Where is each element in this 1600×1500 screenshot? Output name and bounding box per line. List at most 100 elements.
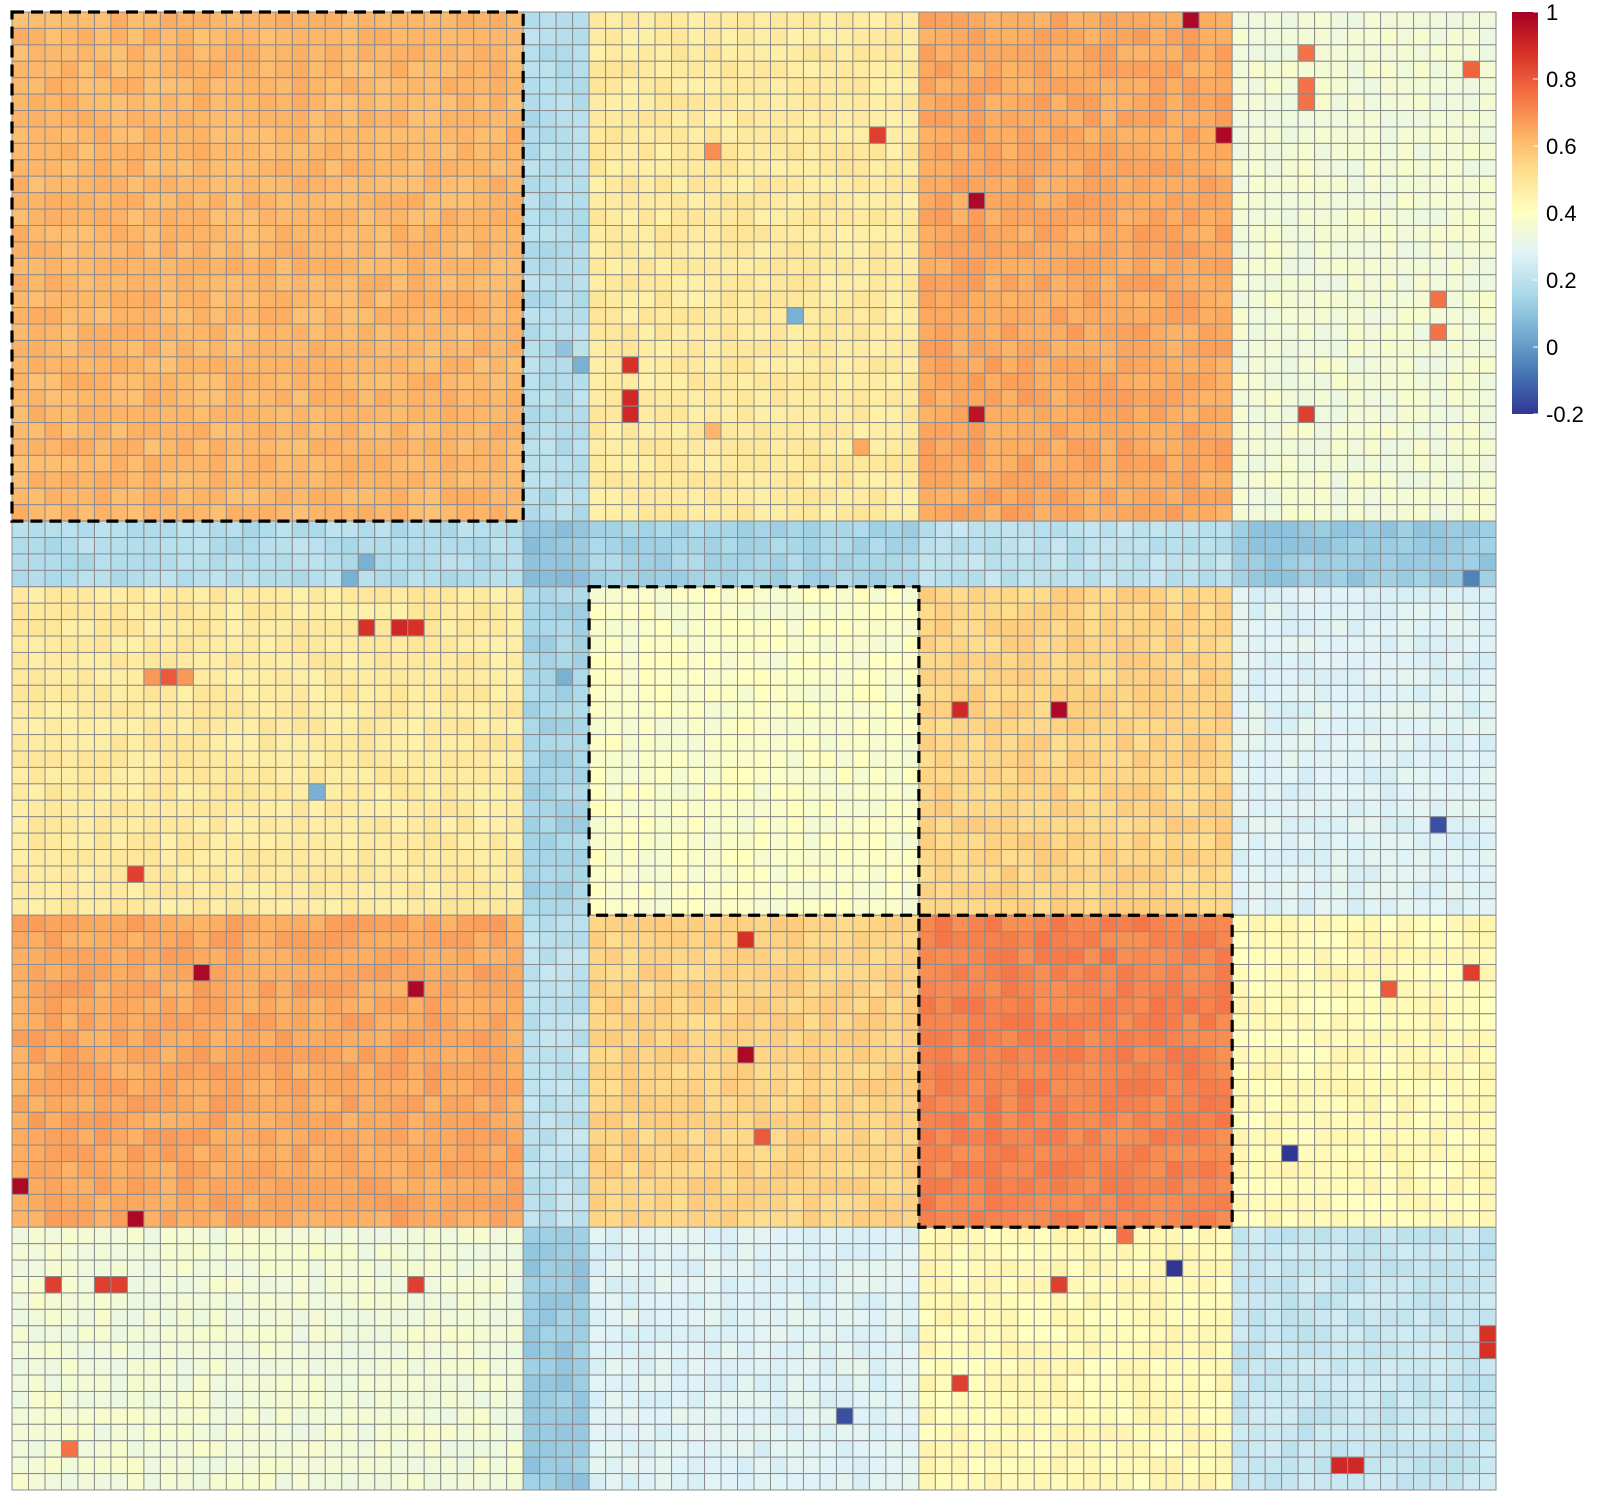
heatmap-cell [819, 389, 837, 407]
heatmap-cell [1198, 635, 1217, 653]
heatmap-cell [308, 651, 326, 670]
heatmap-cell [901, 898, 920, 916]
heatmap-cell [1165, 717, 1184, 736]
heatmap-cell [1396, 865, 1415, 883]
heatmap-cell [324, 635, 343, 653]
heatmap-cell [769, 93, 788, 112]
heatmap-cell [374, 323, 392, 341]
heatmap-cell [176, 734, 194, 752]
heatmap-cell [423, 766, 442, 785]
heatmap-cell [60, 799, 79, 818]
heatmap-cell [324, 865, 343, 883]
heatmap-cell [489, 323, 508, 341]
heatmap-cell [572, 93, 590, 112]
heatmap-cell [1330, 372, 1349, 391]
heatmap-cell [1066, 717, 1085, 736]
heatmap-cell [77, 865, 95, 883]
heatmap-cell [1363, 110, 1382, 128]
heatmap-cell [275, 454, 293, 473]
heatmap-cell [951, 142, 969, 161]
heatmap-cell [1314, 389, 1332, 407]
heatmap-cell [143, 159, 161, 177]
heatmap-cell [308, 668, 326, 686]
heatmap-cell [1050, 372, 1068, 391]
heatmap-cell [1050, 175, 1068, 194]
heatmap-cell [1330, 126, 1349, 144]
heatmap-cell [802, 783, 821, 801]
heatmap-cell [176, 569, 194, 588]
heatmap-cell [918, 241, 936, 259]
heatmap-cell [737, 389, 755, 407]
heatmap-cell [473, 356, 491, 374]
heatmap-cell [951, 553, 969, 571]
heatmap-cell [687, 110, 706, 128]
heatmap-cell [258, 717, 277, 736]
heatmap-cell [456, 389, 475, 407]
heatmap-cell [159, 832, 178, 851]
heatmap-cell [934, 734, 953, 752]
heatmap-cell [588, 159, 607, 177]
heatmap-cell [258, 537, 277, 555]
heatmap-cell [901, 569, 920, 588]
heatmap-cell [1479, 750, 1497, 768]
heatmap-cell [1462, 422, 1481, 440]
heatmap-cell [967, 849, 986, 867]
heatmap-cell [720, 569, 739, 588]
heatmap-cell [225, 750, 244, 768]
heatmap-cell [539, 734, 557, 752]
heatmap-cell [1017, 77, 1035, 95]
heatmap-cell [687, 684, 706, 703]
heatmap-cell [473, 865, 491, 883]
heatmap-cell [1429, 224, 1448, 243]
heatmap-cell [209, 126, 227, 144]
heatmap-cell [720, 323, 739, 341]
heatmap-cell [1479, 651, 1497, 670]
heatmap-cell [473, 27, 491, 46]
heatmap-cell [1314, 208, 1332, 226]
heatmap-cell [423, 405, 442, 424]
heatmap-cell [176, 635, 194, 653]
heatmap-cell [901, 11, 920, 29]
heatmap-cell [308, 799, 326, 818]
heatmap-cell [753, 881, 771, 900]
heatmap-cell [357, 651, 376, 670]
heatmap-cell [390, 422, 409, 440]
heatmap-cell [588, 60, 607, 79]
heatmap-cell [951, 684, 969, 703]
heatmap-cell [11, 750, 29, 768]
heatmap-cell [802, 799, 821, 818]
heatmap-cell [1149, 208, 1167, 226]
heatmap-cell [1050, 27, 1068, 46]
heatmap-cell [473, 454, 491, 473]
heatmap-cell [93, 586, 112, 604]
heatmap-cell [621, 110, 640, 128]
heatmap-cell [885, 734, 903, 752]
heatmap-cell [1446, 569, 1464, 588]
heatmap-cell [1297, 668, 1316, 686]
heatmap-cell [852, 27, 870, 46]
heatmap-cell [1000, 274, 1019, 292]
heatmap-cell [1446, 323, 1464, 341]
heatmap-cell [1363, 422, 1382, 440]
heatmap-cell [1347, 389, 1365, 407]
heatmap-cell [802, 734, 821, 752]
heatmap-cell [258, 799, 277, 818]
heatmap-cell [1033, 832, 1052, 851]
heatmap-cell [176, 93, 194, 112]
heatmap-cell [1132, 422, 1151, 440]
heatmap-cell [984, 175, 1002, 194]
heatmap-cell [324, 832, 343, 851]
heatmap-cell [291, 142, 310, 161]
heatmap-cell [275, 734, 293, 752]
heatmap-cell [275, 405, 293, 424]
heatmap-cell [1033, 77, 1052, 95]
heatmap-cell [407, 619, 425, 637]
heatmap-cell [176, 602, 194, 621]
heatmap-cell [671, 537, 689, 555]
heatmap-cell [77, 323, 95, 341]
heatmap-cell [522, 27, 541, 46]
heatmap-cell [456, 602, 475, 621]
heatmap-cell [1132, 553, 1151, 571]
heatmap-cell [852, 865, 870, 883]
heatmap-cell [407, 11, 425, 29]
